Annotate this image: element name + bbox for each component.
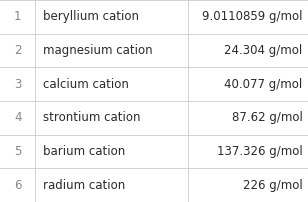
Text: 4: 4 bbox=[14, 111, 22, 124]
Text: 226 g/mol: 226 g/mol bbox=[243, 179, 302, 192]
Text: 40.077 g/mol: 40.077 g/mol bbox=[224, 78, 302, 91]
Text: calcium cation: calcium cation bbox=[43, 78, 129, 91]
Text: radium cation: radium cation bbox=[43, 179, 125, 192]
Text: beryllium cation: beryllium cation bbox=[43, 10, 139, 23]
Text: 87.62 g/mol: 87.62 g/mol bbox=[232, 111, 302, 124]
Text: 2: 2 bbox=[14, 44, 22, 57]
Text: 9.0110859 g/mol: 9.0110859 g/mol bbox=[202, 10, 302, 23]
Text: 6: 6 bbox=[14, 179, 22, 192]
Text: strontium cation: strontium cation bbox=[43, 111, 141, 124]
Text: 1: 1 bbox=[14, 10, 22, 23]
Text: barium cation: barium cation bbox=[43, 145, 125, 158]
Text: 24.304 g/mol: 24.304 g/mol bbox=[224, 44, 302, 57]
Text: 3: 3 bbox=[14, 78, 21, 91]
Text: 5: 5 bbox=[14, 145, 21, 158]
Text: magnesium cation: magnesium cation bbox=[43, 44, 153, 57]
Text: 137.326 g/mol: 137.326 g/mol bbox=[217, 145, 302, 158]
